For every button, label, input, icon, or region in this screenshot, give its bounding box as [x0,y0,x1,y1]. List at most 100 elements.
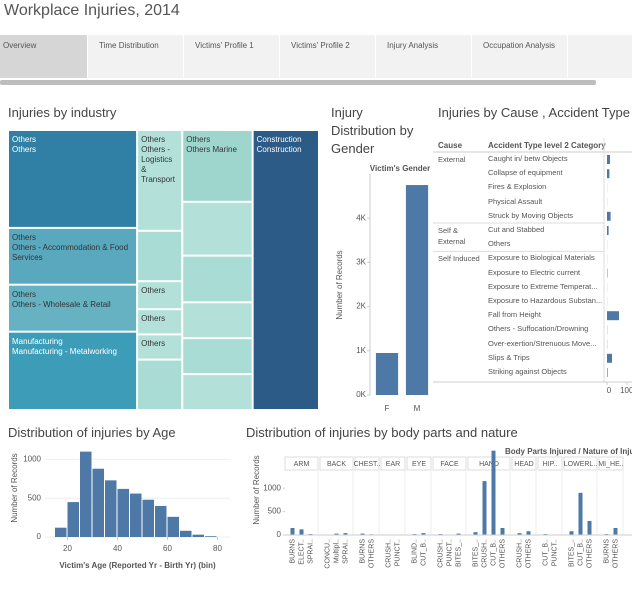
x-tick-label: CRUSH.. [437,539,444,568]
bar [607,353,612,363]
bar [473,532,478,535]
treemap-cell [182,302,253,339]
bar [343,533,348,535]
treemap-cell [8,331,138,410]
y-tick-label: 1000 [23,455,41,464]
y-tick-label: 500 [268,507,282,516]
x-tick-label: BURNS [359,539,366,564]
bar [375,353,399,395]
bar [117,488,129,537]
facet-name: HAND [479,461,499,468]
accident-type-label: Exposure to Biological Materials [488,253,595,263]
facet-cell [563,456,598,471]
treemap-label: Others [141,286,166,296]
facet-cell [354,456,380,471]
x-tick-label: CONCU.. [324,539,331,569]
x-tick-label: CUT_B.. [577,539,584,566]
facet-name: ARM [294,461,310,468]
treemap-label: Others [141,135,166,144]
treemap-cell [252,130,319,410]
treemap-cell [8,130,138,228]
tab[interactable]: Time Distribution [96,35,184,78]
bar [80,451,92,537]
tab[interactable]: Occupation Analysis [480,35,568,78]
treemap-label: Others Marine [186,145,237,154]
accident-type-label: Collapse of equipment [488,168,563,178]
bar [607,368,608,377]
treemap-label: Others [141,314,166,324]
bar [517,533,522,535]
facet-name: EYE [412,461,426,468]
bar [491,450,496,535]
y-axis-label: Number of Records [335,250,344,319]
bar [607,155,610,164]
facet-cell [380,456,406,471]
x-tick-label: OTHERS [612,539,619,569]
facet-header: Body Parts Injured / Nature of Injury [505,447,632,456]
tab[interactable]: Victims' Profile 2 [288,35,376,78]
facet-cell [406,456,432,471]
treemap-label: Others [186,135,211,144]
y-tick-label: 500 [28,493,42,502]
treemap-label-group: Others Others [12,135,133,225]
tab[interactable]: Injury Analysis [384,35,472,78]
bar [55,527,67,537]
column-header: Victim's Gender [370,164,430,173]
accident-type-label: Exposure to Electric current [488,267,581,277]
bar [299,529,304,535]
treemap-label-group: Others Others - Logistics & Transport [141,135,178,228]
y-axis-label: Number of Records [10,453,19,522]
bar [360,533,365,535]
x-tick-label: CRUSH.. [385,539,392,568]
x-tick-label: OTHERS [499,539,506,569]
bar [500,527,505,535]
treemap-label: Construction [256,145,302,154]
treemap-label-group: Construction Construction [257,135,315,407]
treemap-label: Others [12,145,37,154]
accident-type-label: Physical Assault [488,196,543,206]
bar [578,492,583,535]
page-title: Workplace Injuries, 2014 [4,2,180,19]
cause-label: External [438,155,466,164]
x-tick-label: BURNS [289,539,296,564]
y-tick-label: 0 [37,532,42,541]
treemap-label: Others - Logistics & Transport [141,145,176,184]
x-tick-label: CUT_B.. [490,539,497,566]
tab[interactable]: Overview [0,35,88,78]
x-tick-label: CRUSH.. [481,539,488,568]
x-tick-label: CUT_B.. [542,539,549,566]
x-tick-label: 80 [213,544,222,553]
facet-name: CHEST.. [354,461,381,468]
facet-cell [537,456,563,471]
treemap-label: Manufacturing - Metalworking [12,346,117,356]
y-tick-label: 4K [356,213,366,222]
accident-type-label: Fall from Height [488,310,541,320]
bar [569,531,574,535]
x-tick-label: SPRAI.. [342,539,349,564]
facet-cell [319,456,354,471]
section-title: Distribution of injuries by Age [8,425,176,440]
accident-type-label: Exposure to Extreme Temperat... [488,281,598,291]
facet-name: FACE [440,461,459,468]
tab[interactable]: Victims' Profile 1 [192,35,280,78]
treemap-cell [8,227,138,285]
bar [613,527,618,535]
y-tick-label: 0 [277,530,282,539]
accident-type-label: Slips & Trips [488,352,530,362]
bar [526,531,531,535]
treemap-label: Construction [256,135,302,144]
treemap-cell [8,284,138,332]
x-tick-label: 20 [63,544,72,553]
facet-cell [284,456,319,471]
facet-cell [432,456,467,471]
x-tick-label: CUT_B.. [420,539,427,566]
bar [405,185,429,395]
accident-type-label: Others - Suffocation/Drowning [488,324,589,334]
cause-label: Self Induced [438,254,480,264]
x-tick-label: BITES_.. [455,539,462,567]
x-tick-label: OTHERS [586,539,593,569]
section-title: Distribution of injuries by body parts a… [246,425,518,440]
section-title: Injuries by industry [8,105,117,120]
facet-name: EAR [386,461,400,468]
